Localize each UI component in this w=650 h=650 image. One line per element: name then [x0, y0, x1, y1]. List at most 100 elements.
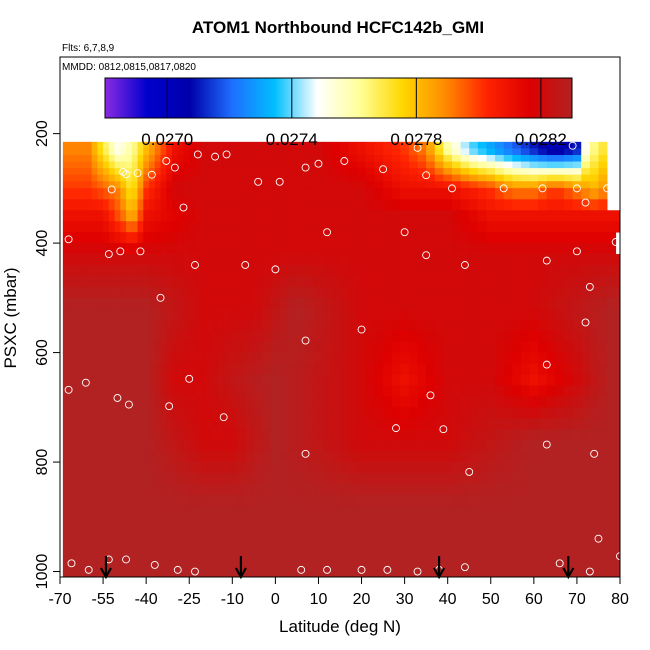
heatmap-cell — [331, 429, 341, 441]
heatmap-cell — [143, 374, 150, 386]
heatmap-cell — [160, 181, 167, 189]
heatmap-cell — [469, 429, 479, 441]
heatmap-cell — [229, 265, 238, 277]
heatmap-cell — [103, 440, 110, 452]
heatmap-cell — [408, 254, 418, 266]
heatmap-cell — [305, 374, 315, 386]
heatmap-cell — [253, 527, 263, 540]
heatmap-cell — [391, 210, 401, 222]
heatmap-cell — [564, 265, 574, 277]
heatmap-cell — [365, 154, 375, 162]
heatmap-cell — [217, 473, 225, 485]
heatmap-cell — [331, 440, 341, 452]
heatmap-cell — [120, 308, 127, 321]
heatmap-cell — [314, 549, 324, 561]
heatmap-cell — [564, 210, 574, 222]
heatmap-cell — [189, 549, 196, 561]
heatmap-cell — [149, 148, 156, 156]
heatmap-cell — [581, 319, 591, 332]
heatmap-cell — [296, 181, 306, 189]
colorbar-tick-label: 0.0274 — [266, 130, 318, 149]
heatmap-cell — [189, 473, 196, 485]
heatmap-cell — [589, 527, 599, 540]
heatmap-cell — [80, 161, 87, 169]
heatmap-cell — [97, 221, 104, 233]
heatmap-cell — [529, 505, 539, 518]
heatmap-cell — [114, 254, 121, 266]
heatmap-cell — [572, 221, 582, 233]
heatmap-cell — [253, 148, 263, 156]
heatmap-cell — [68, 254, 75, 266]
heatmap-cell — [331, 385, 341, 397]
heatmap-cell — [322, 232, 332, 244]
heatmap-cell — [200, 174, 207, 182]
heatmap-cell — [288, 516, 298, 529]
heatmap-cell — [495, 330, 505, 343]
heatmap-cell — [160, 494, 167, 507]
heatmap-cell — [200, 516, 207, 529]
heatmap-cell — [452, 341, 462, 353]
heatmap-cell — [477, 494, 487, 507]
heatmap-cell — [91, 352, 98, 364]
heatmap-cell — [253, 462, 263, 474]
heatmap-cell — [615, 363, 620, 375]
heatmap-cell — [253, 418, 263, 430]
heatmap-cell — [85, 297, 92, 310]
heatmap-cell — [120, 341, 127, 353]
heatmap-cell — [206, 560, 213, 572]
heatmap-cell — [262, 549, 272, 561]
heatmap-cell — [383, 462, 393, 474]
heatmap-cell — [452, 473, 462, 485]
heatmap-cell — [137, 494, 144, 507]
heatmap-cell — [469, 483, 479, 496]
heatmap-cell — [131, 483, 138, 496]
heatmap-cell — [212, 275, 219, 288]
heatmap-cell — [564, 494, 574, 507]
heatmap-cell — [279, 429, 289, 441]
heatmap-cell — [555, 527, 565, 540]
heatmap-cell — [206, 440, 213, 452]
heatmap-cell — [160, 407, 167, 419]
heatmap-cell — [538, 243, 548, 255]
heatmap-cell — [288, 148, 298, 156]
heatmap-cell — [177, 168, 184, 176]
heatmap-cell — [546, 429, 556, 441]
heatmap-cell — [194, 440, 202, 452]
heatmap-cell — [340, 161, 350, 169]
heatmap-cell — [469, 232, 479, 244]
heatmap-cell — [74, 141, 81, 149]
heatmap-cell — [154, 174, 161, 182]
heatmap-cell — [68, 527, 75, 540]
heatmap-cell — [477, 505, 487, 518]
heatmap-cell — [62, 232, 70, 244]
heatmap-cell — [114, 232, 121, 244]
heatmap-cell — [80, 308, 87, 321]
heatmap-cell — [443, 462, 453, 474]
heatmap-cell — [486, 232, 496, 244]
heatmap-cell — [546, 232, 556, 244]
heatmap-cell — [555, 188, 565, 200]
heatmap-cell — [91, 418, 98, 430]
heatmap-cell — [288, 308, 298, 321]
heatmap-cell — [271, 265, 281, 277]
heatmap-cell — [322, 319, 332, 332]
heatmap-cell — [212, 527, 219, 540]
heatmap-cell — [503, 232, 513, 244]
heatmap-cell — [143, 265, 150, 277]
heatmap-cell — [262, 374, 272, 386]
heatmap-cell — [288, 374, 298, 386]
heatmap-cell — [217, 199, 225, 211]
heatmap-cell — [296, 330, 306, 343]
heatmap-cell — [340, 330, 350, 343]
heatmap-cell — [408, 275, 418, 288]
heatmap-cell — [615, 527, 620, 540]
heatmap-cell — [391, 418, 401, 430]
heatmap-cell — [126, 363, 133, 375]
heatmap-cell — [538, 462, 548, 474]
heatmap-cell — [68, 286, 75, 299]
x-tick-label: -10 — [221, 591, 244, 608]
heatmap-cell — [546, 440, 556, 452]
heatmap-cell — [572, 527, 582, 540]
heatmap-cell — [408, 385, 418, 397]
heatmap-cell — [137, 440, 144, 452]
